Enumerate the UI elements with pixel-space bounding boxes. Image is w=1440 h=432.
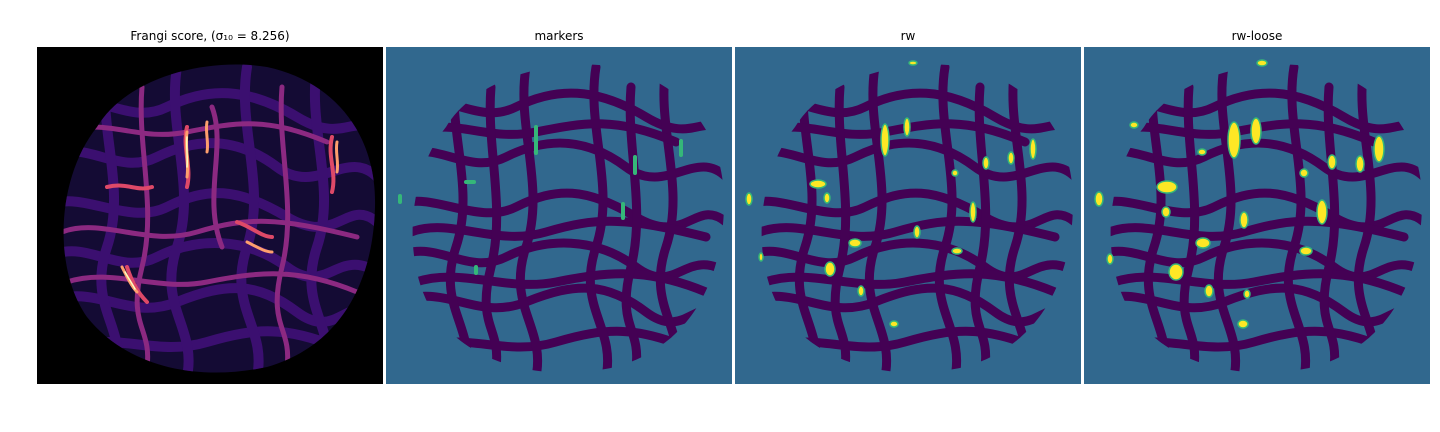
markers-segmentation bbox=[398, 64, 725, 373]
frangi-score-image bbox=[37, 47, 383, 384]
frangi-vessel-map bbox=[63, 64, 376, 373]
rw-loose-segmentation bbox=[1094, 59, 1423, 373]
markers-image bbox=[386, 47, 732, 384]
rw-segmentation bbox=[745, 60, 1074, 373]
panel-title-markers: markers bbox=[534, 29, 584, 43]
panel-title-frangi: Frangi score, (σ₁₀ = 8.256) bbox=[130, 29, 290, 43]
panel-title-rw-loose: rw-loose bbox=[1231, 29, 1283, 43]
panel-title-rw: rw bbox=[900, 29, 916, 43]
rw-image bbox=[735, 47, 1081, 384]
rw-loose-image bbox=[1084, 47, 1430, 384]
